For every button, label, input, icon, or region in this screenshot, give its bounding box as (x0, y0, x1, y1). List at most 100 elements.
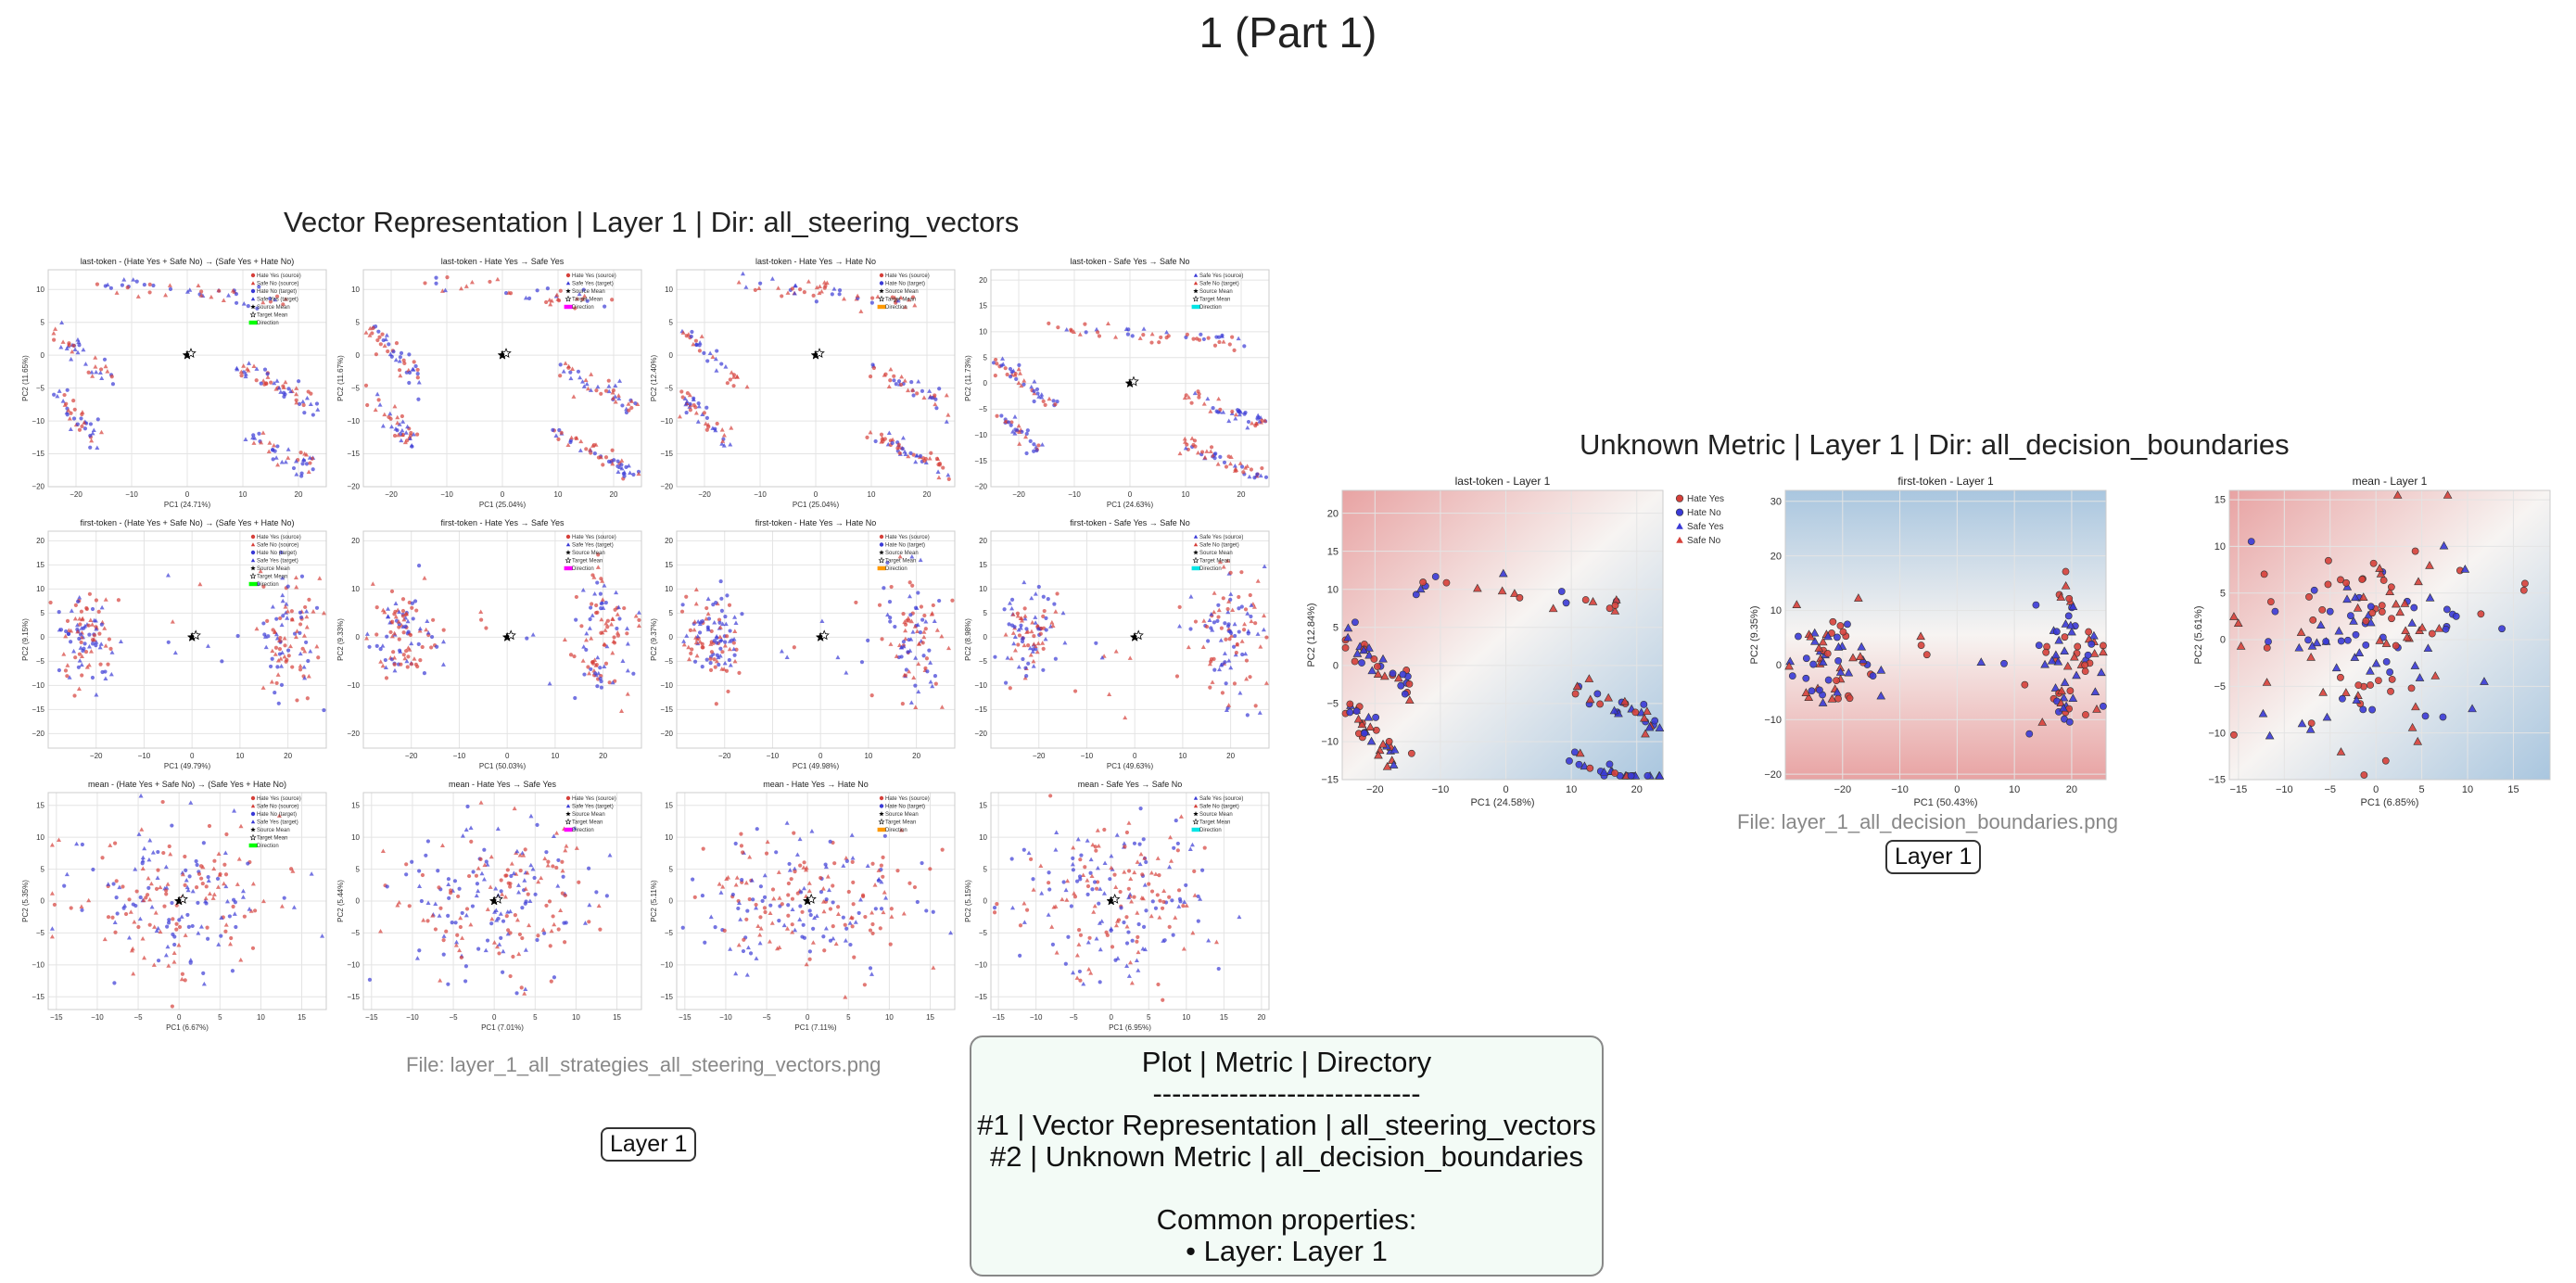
data-point-triangle (509, 861, 514, 866)
y-tick-label: 20 (979, 537, 987, 545)
data-point-circle (465, 804, 470, 809)
data-point-triangle (699, 334, 704, 338)
data-point-circle (1370, 655, 1378, 663)
data-point-triangle (502, 894, 508, 899)
data-point-circle (923, 627, 928, 631)
data-point-triangle (171, 950, 177, 955)
data-point-circle (1124, 830, 1129, 835)
data-point-circle (233, 900, 237, 905)
data-point-triangle (1029, 629, 1034, 634)
data-point-triangle (485, 862, 490, 867)
data-point-triangle (364, 635, 370, 641)
data-point-triangle (1137, 336, 1143, 340)
data-point-triangle (636, 471, 641, 476)
data-point-triangle (98, 429, 105, 435)
data-point-triangle (298, 651, 303, 656)
data-point-triangle (714, 633, 719, 639)
data-point-circle (1557, 588, 1566, 595)
data-point-triangle (1364, 712, 1374, 721)
data-point-triangle (190, 888, 196, 894)
data-point-triangle (280, 598, 286, 603)
data-point-triangle (1017, 441, 1022, 446)
data-point-triangle (847, 921, 853, 925)
y-tick-label: −5 (665, 384, 674, 392)
data-point-triangle (493, 885, 499, 891)
data-point-triangle (241, 301, 247, 306)
data-point-circle (463, 979, 468, 984)
data-point-circle (598, 666, 603, 670)
data-point-circle (298, 622, 303, 627)
data-point-circle (889, 907, 894, 911)
data-point-circle (603, 661, 609, 666)
y-tick-label: −5 (351, 384, 361, 392)
data-point-triangle (251, 440, 257, 445)
data-point-triangle (155, 875, 160, 880)
data-point-circle (928, 867, 933, 871)
data-point-triangle (516, 890, 522, 895)
data-point-triangle (883, 896, 889, 900)
data-point-circle (993, 374, 997, 378)
data-point-circle (869, 300, 874, 305)
data-point-circle (878, 926, 882, 931)
data-point-circle (831, 900, 835, 905)
data-point-triangle (596, 903, 602, 908)
data-point-triangle (931, 965, 936, 970)
data-point-circle (1048, 794, 1053, 798)
data-point-triangle (271, 443, 277, 448)
data-point-circle (518, 868, 523, 873)
data-point-triangle (913, 655, 919, 660)
data-point-circle (508, 291, 514, 296)
data-point-circle (892, 378, 896, 383)
data-point-circle (457, 886, 462, 891)
data-point-circle (717, 662, 721, 667)
data-point-circle (1575, 760, 1583, 769)
data-point-triangle (577, 375, 583, 380)
data-point-triangle (446, 882, 451, 887)
data-point-circle (896, 654, 901, 660)
data-point-circle (1248, 675, 1252, 680)
data-point-triangle (117, 884, 122, 890)
data-point-circle (1041, 667, 1046, 672)
x-tick-label: −10 (1068, 490, 1081, 499)
data-point-triangle (755, 923, 761, 929)
data-point-triangle (222, 881, 227, 886)
data-point-circle (895, 869, 900, 873)
y-tick-label: 0 (356, 897, 361, 906)
data-point-circle (1051, 399, 1056, 403)
data-point-triangle (1205, 396, 1211, 401)
y-tick-label: −10 (660, 681, 673, 690)
data-point-triangle (1343, 623, 1353, 632)
data-point-circle (2443, 605, 2451, 614)
data-point-triangle (403, 430, 409, 435)
data-point-circle (2066, 687, 2075, 695)
data-point-circle (857, 910, 861, 916)
data-point-circle (913, 683, 918, 688)
data-point-circle (420, 644, 425, 650)
data-point-circle (1112, 872, 1117, 877)
data-point-circle (700, 665, 704, 669)
data-point-triangle (2061, 580, 2071, 590)
data-point-circle (1185, 332, 1189, 337)
data-point-triangle (1784, 661, 1794, 670)
data-point-triangle (731, 646, 737, 652)
data-point-circle (501, 919, 506, 923)
legend-label: Target Mean (572, 820, 603, 826)
data-point-circle (136, 924, 141, 930)
data-point-circle (447, 896, 451, 900)
data-point-circle (441, 628, 446, 632)
data-point-circle (246, 304, 250, 309)
data-point-triangle (1262, 613, 1267, 618)
data-point-triangle (373, 407, 378, 413)
data-point-triangle (844, 670, 849, 675)
data-point-triangle (610, 616, 615, 621)
direction-swatch-icon (248, 843, 258, 848)
data-point-circle (1802, 654, 1810, 663)
steering-layer-badge: Layer 1 (601, 1127, 697, 1162)
target-mean-star (190, 629, 201, 641)
data-point-triangle (235, 366, 240, 372)
legend-label: Safe Yes (target) (572, 805, 614, 810)
data-point-triangle (468, 921, 474, 927)
data-point-circle (697, 343, 702, 348)
data-point-circle (399, 350, 404, 355)
data-point-circle (786, 913, 791, 918)
